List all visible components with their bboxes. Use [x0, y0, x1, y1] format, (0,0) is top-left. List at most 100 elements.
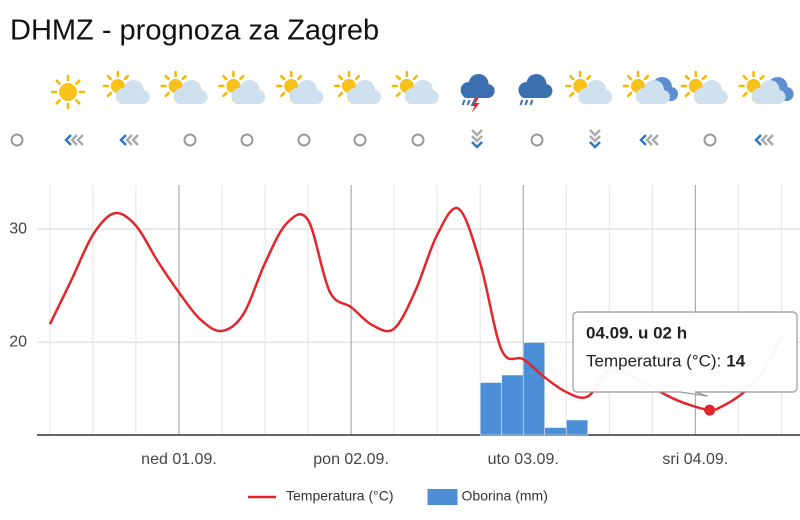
wind-arrow	[471, 135, 483, 143]
calm-icon	[411, 133, 425, 147]
sun-ray	[643, 74, 650, 81]
sun-ray	[123, 74, 129, 81]
plot	[48, 206, 783, 436]
cloud-part	[695, 96, 724, 104]
tooltip-value: 14	[726, 351, 745, 370]
sun-ray	[626, 91, 633, 98]
precip-bar	[501, 374, 524, 436]
weather-icon	[460, 74, 495, 113]
sun-ray	[742, 91, 748, 98]
sun-ray	[337, 91, 344, 98]
weather-icon	[738, 70, 794, 104]
sun-ray	[106, 91, 112, 98]
sun-ray	[395, 74, 401, 81]
sun-ray	[280, 91, 286, 98]
calm-icon	[297, 133, 311, 147]
sun-ray	[239, 74, 245, 81]
sun-ray	[586, 74, 592, 81]
sun-ray	[569, 74, 575, 81]
rain-drop	[471, 99, 476, 106]
page-title: DHMZ - prognoza za Zagreb	[10, 15, 379, 47]
y-tick-label: 30	[9, 220, 27, 237]
sun-ray	[55, 79, 61, 85]
cloud-part	[291, 96, 320, 104]
wind-arrow	[754, 134, 762, 146]
wind-arrow	[589, 129, 601, 137]
weather-icon	[102, 70, 150, 104]
calm-icon	[240, 133, 254, 147]
wind-arrow	[76, 134, 84, 146]
tooltip-marker	[704, 404, 716, 416]
x-tick-label: sri 04.09.	[662, 451, 728, 468]
calm-icon	[530, 133, 544, 147]
sun-ray	[354, 74, 361, 81]
wind-arrow	[125, 134, 133, 146]
precip-bar	[565, 419, 588, 436]
weather-icon	[518, 74, 553, 106]
sun-ray	[337, 74, 344, 81]
cloud-part	[520, 90, 549, 98]
weather-icon	[218, 70, 266, 104]
rain-drop	[524, 99, 529, 106]
wind-arrow	[70, 134, 78, 146]
x-tick-label: pon 02.09.	[313, 451, 389, 468]
legend: Temperatura (°C) Oborina (mm)	[248, 488, 548, 505]
calm-icon	[353, 133, 367, 147]
cloud-part	[753, 96, 782, 104]
wind-arrow	[760, 134, 768, 146]
weather-icon	[622, 70, 678, 104]
sun-ray	[222, 91, 228, 98]
wind-arrow	[471, 129, 483, 137]
wind-arrow	[645, 134, 653, 146]
tooltip-box	[572, 311, 798, 397]
calm-icon	[10, 133, 24, 147]
tooltip: 04.09. u 02 h Temperatura (°C): 14	[572, 311, 798, 416]
sun-ray	[395, 91, 401, 98]
sun	[59, 83, 77, 101]
sun-ray	[569, 91, 575, 98]
wind-arrow	[64, 134, 72, 146]
sun-ray	[75, 79, 81, 85]
calm-icon	[703, 133, 717, 147]
weather-icon	[160, 70, 208, 104]
sun-ray	[701, 74, 707, 81]
legend-label: Oborina (mm)	[462, 488, 548, 504]
precip-bar	[544, 427, 567, 436]
x-tick-label: uto 03.09.	[488, 451, 559, 468]
cloud-part	[175, 96, 204, 104]
rain-drop	[466, 99, 471, 106]
sun-ray	[164, 91, 170, 98]
wind-arrow	[589, 135, 601, 143]
wind-arrow	[589, 141, 601, 149]
weather-icon	[680, 70, 728, 104]
sun-ray	[684, 91, 690, 98]
wind-arrow	[766, 134, 774, 146]
sun-ray	[742, 74, 748, 81]
wind-arrow	[131, 134, 139, 146]
sun-ray	[759, 74, 765, 81]
sun-ray	[222, 74, 228, 81]
wind-arrow	[651, 134, 659, 146]
cloud-part	[638, 96, 666, 104]
weather-icon	[333, 70, 381, 104]
sun-ray	[164, 74, 170, 81]
temperature-line	[48, 206, 783, 412]
sun-ray	[55, 99, 61, 105]
cloud-part	[117, 96, 146, 104]
wind-arrow	[119, 134, 127, 146]
tooltip-label: Temperatura (°C):	[586, 351, 721, 370]
weather-icon	[391, 70, 439, 104]
legend-label: Temperatura (°C)	[286, 488, 394, 504]
rain-drop	[529, 99, 534, 106]
wind-arrow	[639, 134, 647, 146]
legend-swatch	[427, 489, 458, 505]
cloud-part	[462, 90, 491, 98]
calm-icon	[183, 133, 197, 147]
weather-icon	[564, 70, 613, 104]
precip-bar	[522, 342, 545, 436]
sun-ray	[181, 74, 187, 81]
cloud-part	[233, 96, 262, 104]
precip-bar	[479, 382, 502, 436]
